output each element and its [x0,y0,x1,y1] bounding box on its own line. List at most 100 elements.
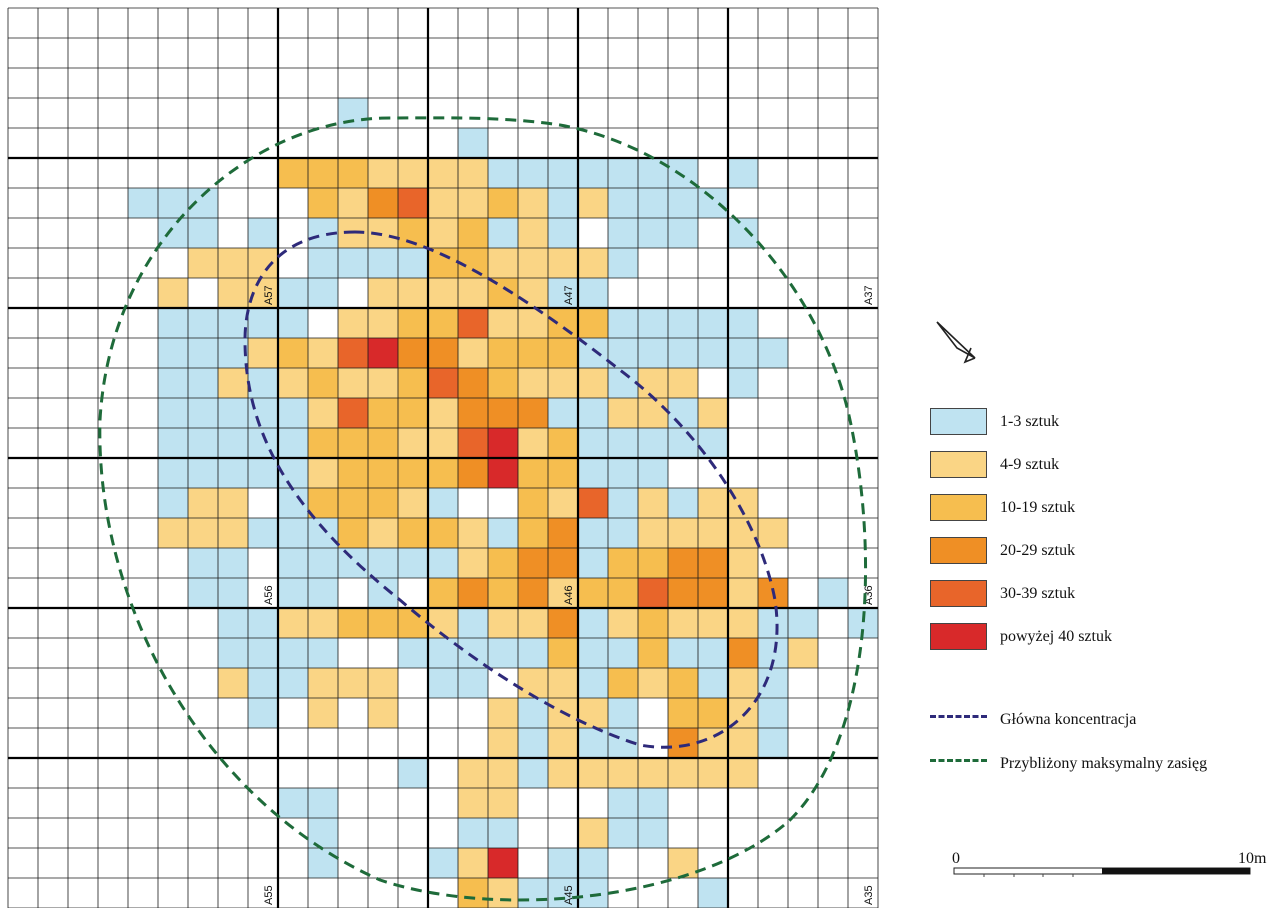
grid-cell [728,368,758,398]
grid-cell [188,218,218,248]
legend-line [930,715,987,718]
grid-cell [578,578,608,608]
grid-cell [488,458,518,488]
grid-cell [548,548,578,578]
grid-cell [218,488,248,518]
grid-cell [398,608,428,638]
grid-cell [728,758,758,788]
grid-cell [668,578,698,608]
grid-cell [158,308,188,338]
grid-cell [338,608,368,638]
grid-cell [248,608,278,638]
square-label: A45 [563,885,575,905]
grid-cell [668,188,698,218]
grid-cell [548,278,578,308]
legend-label: powyżej 40 sztuk [1000,628,1112,645]
grid-cell [548,608,578,638]
grid-cell [248,218,278,248]
grid-cell [338,398,368,428]
grid-cell [188,458,218,488]
grid-cell [398,278,428,308]
grid-cell [368,398,398,428]
concentration-outlines [98,116,868,902]
grid-cell [668,638,698,668]
grid-cell [488,368,518,398]
grid-cell [428,398,458,428]
grid-cell [638,578,668,608]
grid-cell [428,338,458,368]
grid-cell [728,578,758,608]
grid-cell [548,218,578,248]
grid-cell [188,398,218,428]
grid-cell [608,158,638,188]
grid-cell [698,338,728,368]
grid-cell [308,248,338,278]
grid-cell [278,668,308,698]
legend-item: Główna koncentracja [930,703,1270,737]
grid-cell [458,758,488,788]
grid-cell [398,398,428,428]
grid-cell [548,878,578,908]
grid-cell [158,218,188,248]
grid-cell [488,188,518,218]
grid-cell [608,308,638,338]
grid-cell [248,458,278,488]
grid-cell [518,758,548,788]
grid-cell [518,338,548,368]
grid-cell [368,458,398,488]
grid-cell [548,458,578,488]
grid-cell [668,548,698,578]
grid-cell [608,458,638,488]
grid-cell [398,428,428,458]
legend-swatch [930,494,987,521]
grid-cell [518,278,548,308]
grid-cell [578,608,608,638]
legend-swatch [930,580,987,607]
grid-cell [518,248,548,278]
grid-cell [308,668,338,698]
grid-cell [218,638,248,668]
grid-cell [698,638,728,668]
grid-cell [518,458,548,488]
grid-cell [758,698,788,728]
grid-cell [668,218,698,248]
grid-cell [428,638,458,668]
grid-cell [158,428,188,458]
grid-cell [638,338,668,368]
grid-cell [428,428,458,458]
grid-cell [458,848,488,878]
legend-item: 4-9 sztuk [930,448,1270,482]
grid-cell [248,698,278,728]
north-arrow-icon [935,318,983,366]
grid-cell [518,218,548,248]
grid-cell [458,638,488,668]
legend-label: 30-39 sztuk [1000,585,1076,602]
grid-cell [338,308,368,338]
grid-cell [278,308,308,338]
grid-cell [428,488,458,518]
grid-cell [458,398,488,428]
grid-cell [698,758,728,788]
grid-cell [518,308,548,338]
grid-cell [578,818,608,848]
grid-cell [158,188,188,218]
grid-cell [458,368,488,398]
grid-cell [428,158,458,188]
grid-cell [548,668,578,698]
grid-cell [518,188,548,218]
legend-label: 1-3 sztuk [1000,413,1060,430]
grid-cell [488,158,518,188]
grid-cell [278,788,308,818]
grid-cell [338,338,368,368]
grid-cell [218,518,248,548]
grid-cells [128,98,878,908]
grid-cell [728,608,758,638]
grid-cell [488,248,518,278]
grid-cell [218,608,248,638]
grid-cell [368,278,398,308]
grid-cell [458,578,488,608]
grid-cell [608,608,638,638]
scale-end-label: 10m [1238,850,1267,867]
grid-cell [368,488,398,518]
grid-cell [188,308,218,338]
